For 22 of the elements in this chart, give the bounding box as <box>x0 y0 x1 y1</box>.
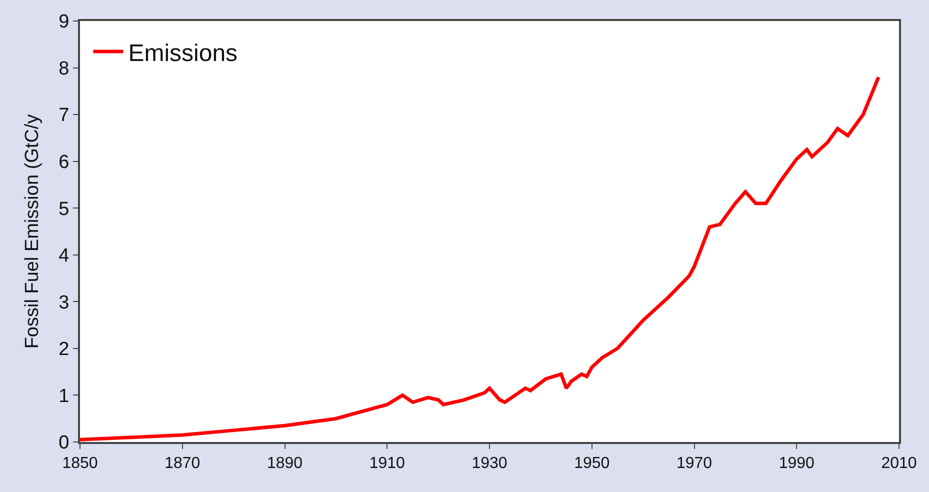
x-tick-label: 1950 <box>574 455 610 472</box>
y-tick-label: 6 <box>58 152 70 173</box>
x-tick-label: 1890 <box>266 455 303 472</box>
y-tick-label: 5 <box>58 198 70 220</box>
y-tick-label: 3 <box>58 292 70 314</box>
x-tick-label: 1990 <box>778 455 815 472</box>
y-tick-label: 1 <box>58 386 70 407</box>
y-tick-label: 9 <box>58 12 70 33</box>
line-series <box>80 75 880 442</box>
legend-label: Emissions <box>128 40 238 67</box>
x-tick-label: 1970 <box>676 455 712 472</box>
x-tick-label: 1870 <box>164 455 200 472</box>
x-tick-label: 2010 <box>881 455 917 472</box>
y-tick-label: 4 <box>58 246 70 267</box>
y-tick-label: 8 <box>58 58 70 80</box>
x-tick-label: 1850 <box>62 455 98 472</box>
x-tick-label: 1930 <box>472 455 508 472</box>
x-tick-label: 1910 <box>369 455 406 472</box>
y-tick-label: 2 <box>58 339 70 360</box>
y-tick-label: 0 <box>58 432 70 454</box>
y-axis-title: Fossil Fuel Emission (GtC/y <box>22 114 43 349</box>
y-tick-label: 7 <box>58 105 70 126</box>
